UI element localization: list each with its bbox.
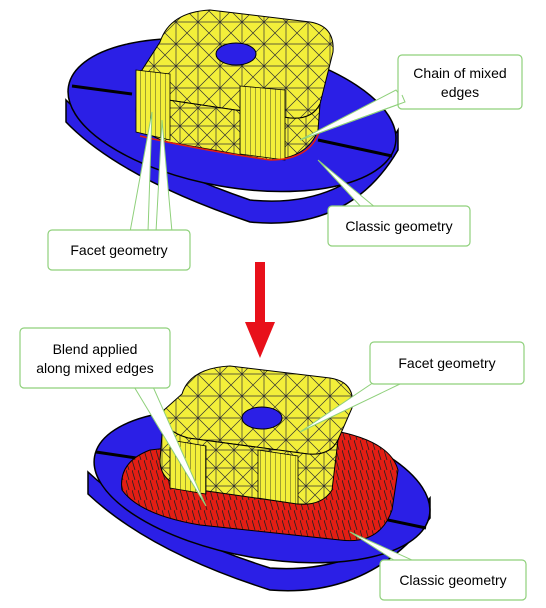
callout-bottom-blend-line2: along mixed edges bbox=[36, 360, 154, 376]
bottom-model bbox=[87, 365, 431, 592]
callout-bottom-facet-text: Facet geometry bbox=[398, 355, 495, 371]
top-model bbox=[65, 9, 399, 224]
callout-top-facet-text: Facet geometry bbox=[70, 242, 167, 258]
top-hole bbox=[215, 42, 257, 66]
callout-top-mixed-edges: Chain of mixed edges bbox=[299, 54, 523, 141]
callout-top-mixed-edges-line2: edges bbox=[441, 84, 479, 100]
callout-bottom-blend-line1: Blend applied bbox=[53, 341, 138, 357]
callout-bottom-classic-text: Classic geometry bbox=[399, 572, 506, 588]
callout-top-mixed-edges-line1: Chain of mixed bbox=[413, 65, 506, 81]
down-arrow-icon bbox=[245, 262, 275, 358]
callout-bottom-classic: Classic geometry bbox=[349, 531, 527, 601]
callout-top-facet: Facet geometry bbox=[47, 111, 191, 271]
callout-top-classic: Classic geometry bbox=[317, 159, 471, 247]
callout-top-classic-text: Classic geometry bbox=[345, 218, 452, 234]
callout-bottom-blend: Blend applied along mixed edges bbox=[19, 327, 207, 507]
bottom-hole bbox=[241, 406, 283, 430]
callout-bottom-facet: Facet geometry bbox=[299, 341, 525, 433]
